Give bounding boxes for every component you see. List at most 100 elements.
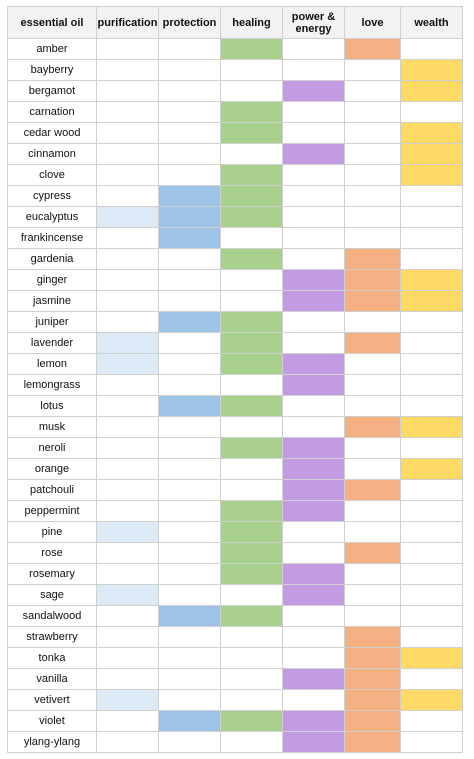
- oil-name-cell: neroli: [7, 437, 97, 459]
- cell-purification: [96, 626, 159, 648]
- cell-healing: [220, 269, 283, 291]
- cell-power-energy: [282, 647, 345, 669]
- cell-wealth: [400, 521, 463, 543]
- cell-wealth: [400, 647, 463, 669]
- cell-healing: [220, 563, 283, 585]
- cell-protection: [158, 164, 221, 186]
- table-row: orange: [7, 458, 463, 480]
- cell-healing: [220, 731, 283, 753]
- oil-name-cell: rosemary: [7, 563, 97, 585]
- cell-wealth: [400, 458, 463, 480]
- cell-purification: [96, 479, 159, 501]
- cell-power-energy: [282, 521, 345, 543]
- oil-name-cell: gardenia: [7, 248, 97, 270]
- cell-purification: [96, 332, 159, 354]
- cell-protection: [158, 206, 221, 228]
- cell-love: [344, 353, 401, 375]
- table-row: lotus: [7, 395, 463, 417]
- cell-wealth: [400, 710, 463, 732]
- cell-healing: [220, 248, 283, 270]
- cell-power-energy: [282, 668, 345, 690]
- cell-wealth: [400, 500, 463, 522]
- cell-love: [344, 584, 401, 606]
- cell-healing: [220, 143, 283, 165]
- cell-love: [344, 689, 401, 711]
- table-row: cedar wood: [7, 122, 463, 144]
- cell-protection: [158, 59, 221, 81]
- cell-protection: [158, 80, 221, 102]
- cell-love: [344, 164, 401, 186]
- cell-power-energy: [282, 374, 345, 396]
- cell-healing: [220, 374, 283, 396]
- oil-name-cell: sage: [7, 584, 97, 606]
- table-row: rosemary: [7, 563, 463, 585]
- header-purification: purification: [96, 6, 159, 39]
- cell-love: [344, 248, 401, 270]
- cell-love: [344, 710, 401, 732]
- cell-purification: [96, 227, 159, 249]
- cell-purification: [96, 269, 159, 291]
- cell-purification: [96, 668, 159, 690]
- cell-power-energy: [282, 605, 345, 627]
- table-row: lemongrass: [7, 374, 463, 396]
- cell-power-energy: [282, 290, 345, 312]
- cell-love: [344, 731, 401, 753]
- oil-name-cell: vetivert: [7, 689, 97, 711]
- cell-wealth: [400, 206, 463, 228]
- cell-purification: [96, 584, 159, 606]
- cell-wealth: [400, 689, 463, 711]
- cell-power-energy: [282, 584, 345, 606]
- cell-love: [344, 38, 401, 60]
- cell-protection: [158, 227, 221, 249]
- cell-healing: [220, 668, 283, 690]
- cell-purification: [96, 206, 159, 228]
- cell-love: [344, 290, 401, 312]
- oil-name-cell: pine: [7, 521, 97, 543]
- cell-healing: [220, 689, 283, 711]
- table-row: vanilla: [7, 668, 463, 690]
- cell-power-energy: [282, 80, 345, 102]
- oil-name-cell: lemongrass: [7, 374, 97, 396]
- table-row: neroli: [7, 437, 463, 459]
- cell-wealth: [400, 248, 463, 270]
- cell-purification: [96, 395, 159, 417]
- cell-healing: [220, 227, 283, 249]
- cell-wealth: [400, 80, 463, 102]
- cell-wealth: [400, 38, 463, 60]
- oil-name-cell: amber: [7, 38, 97, 60]
- cell-love: [344, 626, 401, 648]
- cell-love: [344, 458, 401, 480]
- cell-love: [344, 668, 401, 690]
- cell-healing: [220, 185, 283, 207]
- cell-protection: [158, 479, 221, 501]
- header-wealth: wealth: [400, 6, 463, 39]
- cell-healing: [220, 164, 283, 186]
- table-row: rose: [7, 542, 463, 564]
- oil-name-cell: jasmine: [7, 290, 97, 312]
- cell-power-energy: [282, 311, 345, 333]
- cell-love: [344, 374, 401, 396]
- cell-protection: [158, 584, 221, 606]
- cell-healing: [220, 584, 283, 606]
- table-row: clove: [7, 164, 463, 186]
- cell-wealth: [400, 416, 463, 438]
- cell-healing: [220, 206, 283, 228]
- cell-love: [344, 437, 401, 459]
- cell-wealth: [400, 479, 463, 501]
- cell-purification: [96, 647, 159, 669]
- table-row: juniper: [7, 311, 463, 333]
- table-row: lavender: [7, 332, 463, 354]
- table-row: musk: [7, 416, 463, 438]
- cell-power-energy: [282, 689, 345, 711]
- table-row: jasmine: [7, 290, 463, 312]
- cell-purification: [96, 437, 159, 459]
- cell-purification: [96, 143, 159, 165]
- cell-power-energy: [282, 479, 345, 501]
- cell-purification: [96, 731, 159, 753]
- oil-name-cell: violet: [7, 710, 97, 732]
- cell-love: [344, 647, 401, 669]
- cell-wealth: [400, 122, 463, 144]
- oil-name-cell: patchouli: [7, 479, 97, 501]
- cell-power-energy: [282, 332, 345, 354]
- oil-name-cell: cypress: [7, 185, 97, 207]
